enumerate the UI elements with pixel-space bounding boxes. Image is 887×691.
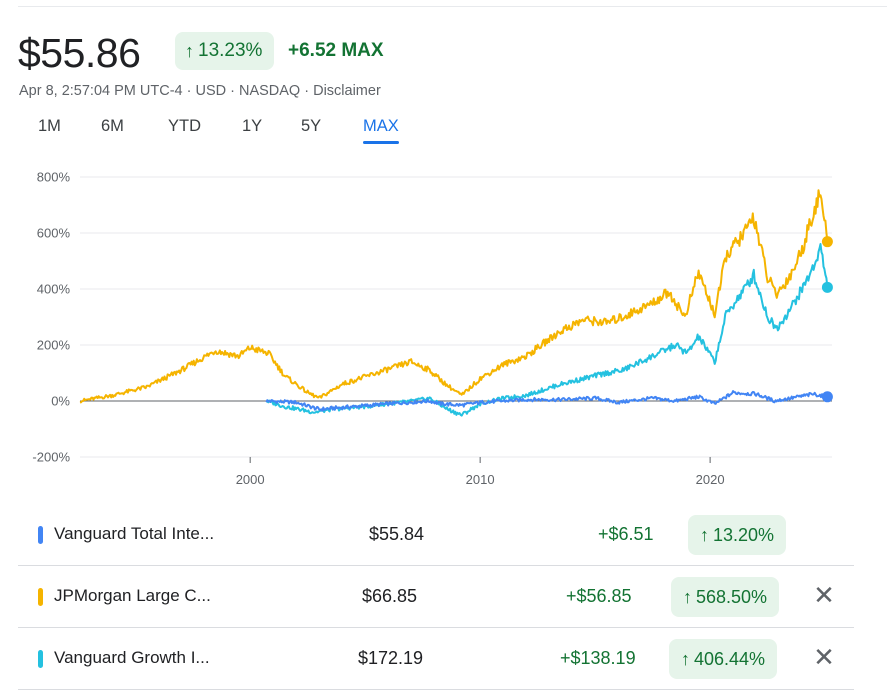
arrow-up-icon: ↑ bbox=[683, 586, 692, 607]
fund-price: $172.19 bbox=[358, 648, 424, 668]
close-icon[interactable]: ✕ bbox=[813, 642, 835, 672]
fund-price: $66.85 bbox=[362, 586, 418, 606]
range-tab-6m[interactable]: 6M bbox=[101, 117, 124, 135]
arrow-up-icon: ↑ bbox=[185, 40, 194, 61]
fund-name: Vanguard Growth I... bbox=[54, 648, 210, 667]
series-color-marker bbox=[38, 650, 43, 668]
comparison-row[interactable]: JPMorgan Large C... $66.85 +$56.85 ↑ 568… bbox=[18, 566, 854, 628]
y-tick-label: 400% bbox=[37, 282, 71, 297]
fund-percent-badge: ↑ 568.50% bbox=[671, 577, 780, 617]
series-end-dot bbox=[821, 281, 833, 293]
top-divider bbox=[18, 6, 887, 7]
fund-percent-value: 406.44% bbox=[694, 648, 766, 669]
series-line bbox=[79, 189, 829, 404]
series-line bbox=[265, 390, 829, 412]
series-line bbox=[266, 243, 829, 417]
fund-abs-change: +$56.85 bbox=[566, 586, 632, 606]
fund-percent-value: 13.20% bbox=[713, 524, 775, 545]
arrow-up-icon: ↑ bbox=[681, 648, 690, 669]
series-color-marker bbox=[38, 526, 43, 544]
range-tab-ytd[interactable]: YTD bbox=[168, 117, 201, 135]
y-tick-label: -200% bbox=[32, 450, 70, 465]
percent-change-badge: ↑ 13.23% bbox=[175, 32, 275, 70]
fund-percent-badge: ↑ 406.44% bbox=[669, 639, 778, 679]
current-price: $55.86 bbox=[18, 30, 141, 76]
absolute-change: +6.52 MAX bbox=[288, 40, 384, 61]
x-tick-label: 2020 bbox=[696, 472, 725, 487]
fund-price: $55.84 bbox=[369, 524, 425, 544]
series-color-marker bbox=[38, 588, 43, 606]
y-tick-label: 200% bbox=[37, 338, 71, 353]
y-tick-label: 0% bbox=[51, 394, 70, 409]
comparison-table: Vanguard Total Inte... $55.84 +$6.51 ↑ 1… bbox=[18, 504, 854, 690]
x-tick-label: 2010 bbox=[466, 472, 495, 487]
fund-abs-change: +$138.19 bbox=[560, 648, 636, 668]
x-tick-label: 2000 bbox=[236, 472, 265, 487]
fund-name: JPMorgan Large C... bbox=[54, 586, 211, 605]
series-end-dot bbox=[821, 391, 833, 403]
percent-change-value: 13.23% bbox=[198, 40, 263, 61]
range-tab-max[interactable]: MAX bbox=[363, 115, 399, 144]
performance-chart[interactable]: 800% 600% 400% 200% 0% -200% 2000 2010 2020 bbox=[0, 160, 887, 495]
fund-name: Vanguard Total Inte... bbox=[54, 524, 215, 543]
series-end-dot bbox=[821, 236, 833, 248]
fund-percent-badge: ↑ 13.20% bbox=[688, 515, 787, 555]
y-tick-label: 600% bbox=[37, 226, 71, 241]
fund-percent-value: 568.50% bbox=[696, 586, 768, 607]
range-tab-5y[interactable]: 5Y bbox=[301, 117, 322, 135]
arrow-up-icon: ↑ bbox=[700, 524, 709, 545]
comparison-row[interactable]: Vanguard Total Inte... $55.84 +$6.51 ↑ 1… bbox=[18, 504, 854, 566]
price-meta: Apr 8, 2:57:04 PM UTC-4 · USD · NASDAQ ·… bbox=[19, 83, 381, 99]
range-tab-1m[interactable]: 1M bbox=[38, 117, 61, 135]
fund-abs-change: +$6.51 bbox=[598, 524, 654, 544]
comparison-row[interactable]: Vanguard Growth I... $172.19 +$138.19 ↑ … bbox=[18, 628, 854, 690]
y-tick-label: 800% bbox=[37, 170, 71, 185]
range-tab-1y[interactable]: 1Y bbox=[242, 117, 263, 135]
close-icon[interactable]: ✕ bbox=[813, 580, 835, 610]
